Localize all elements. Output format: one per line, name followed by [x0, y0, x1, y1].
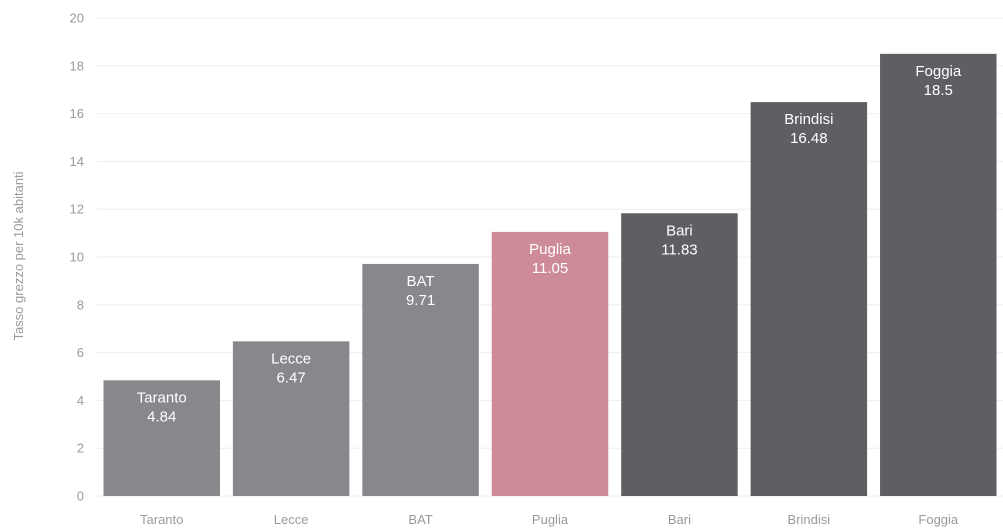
- bar-category-label: Brindisi: [784, 111, 833, 128]
- bar-value-label: 4.84: [147, 408, 176, 425]
- bar-category-label: Lecce: [271, 350, 311, 367]
- bar: [103, 380, 220, 496]
- y-tick-label: 20: [70, 11, 84, 26]
- bar-value-label: 18.5: [924, 82, 953, 99]
- y-axis-title: Tasso grezzo per 10k abitanti: [11, 171, 26, 340]
- y-tick-label: 8: [77, 297, 84, 312]
- x-axis: Taranto Lecce BAT Puglia Bari Brindisi Foggia: [140, 512, 959, 527]
- y-tick-label: 16: [70, 106, 84, 121]
- y-tick-label: 6: [77, 345, 84, 360]
- bar-value-label: 9.71: [406, 292, 435, 309]
- bar-category-label: Bari: [666, 222, 693, 239]
- x-tick-label: Lecce: [274, 512, 309, 527]
- y-tick-label: 12: [70, 202, 84, 217]
- bar-value-label: 11.05: [532, 260, 568, 277]
- x-tick-label: Foggia: [918, 512, 959, 527]
- x-tick-label: Puglia: [532, 512, 569, 527]
- bar-labels: Taranto 4.84 Lecce 6.47 BAT 9.71 Puglia 11.05 Ba…: [137, 63, 962, 425]
- y-tick-label: 2: [77, 441, 84, 456]
- bar-category-label: Puglia: [529, 241, 571, 258]
- bar: [362, 263, 479, 496]
- bar: [880, 53, 997, 496]
- bar: [750, 102, 868, 497]
- bar-category-label: Foggia: [915, 63, 962, 80]
- bar-category-label: Taranto: [137, 389, 187, 406]
- x-tick-label: BAT: [408, 512, 432, 527]
- bar-category-label: BAT: [407, 273, 435, 290]
- x-tick-label: Taranto: [140, 512, 183, 527]
- bar: [621, 213, 738, 496]
- y-tick-label: 14: [70, 154, 84, 169]
- y-tick-label: 0: [77, 489, 84, 504]
- bar-value-label: 6.47: [277, 369, 306, 386]
- y-tick-label: 10: [70, 250, 84, 265]
- y-tick-label: 4: [77, 393, 84, 408]
- bars: [103, 53, 997, 497]
- x-tick-label: Brindisi: [788, 512, 831, 527]
- bar-value-label: 11.83: [661, 241, 697, 258]
- y-tick-label: 18: [70, 58, 84, 73]
- bar-value-label: 16.48: [790, 130, 828, 147]
- bar: [232, 341, 350, 496]
- bar: [491, 231, 609, 496]
- x-tick-label: Bari: [668, 512, 691, 527]
- y-axis: 0 2 4 6 8 10 12 14 16 18 20: [70, 11, 84, 504]
